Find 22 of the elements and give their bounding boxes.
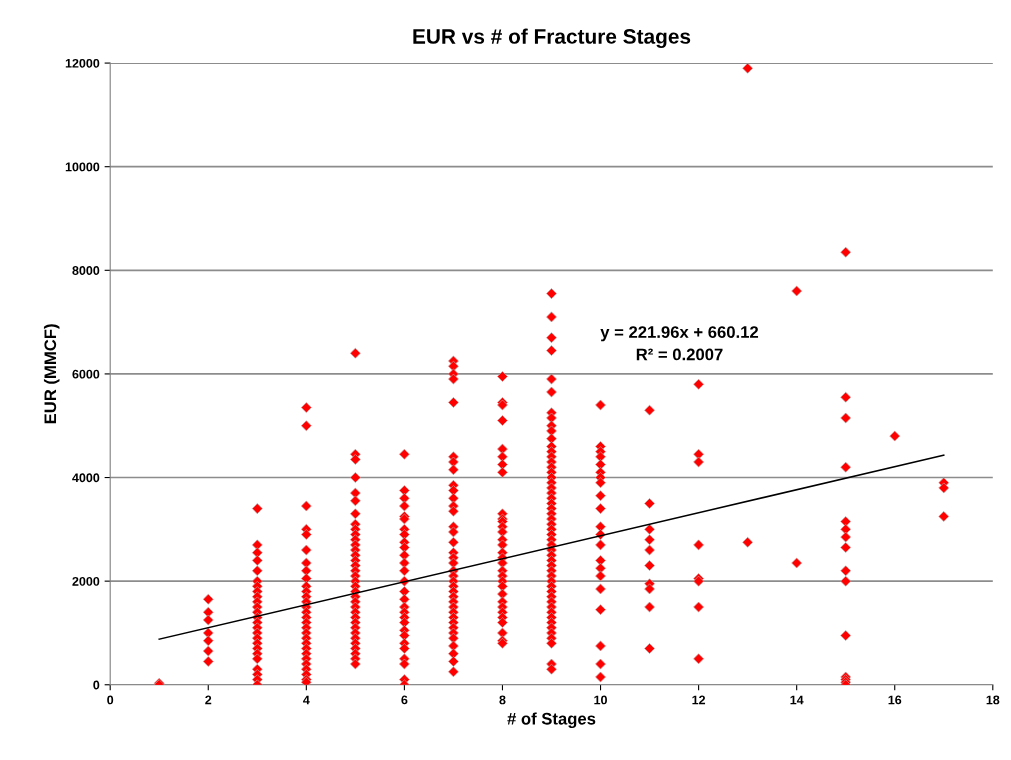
x-tick-label: 6 [401,695,408,705]
annotation: R² = 0.2007 [636,348,723,361]
y-tick-label: 2000 [72,576,100,586]
x-tick-label: 10 [594,695,607,705]
x-tick-label: 0 [107,695,114,705]
y-tick-label: 4000 [72,473,100,483]
x-axis-title: # of Stages [507,712,596,728]
chart-title: EUR vs # of Fracture Stages [413,28,691,49]
x-tick-label: 2 [205,695,212,705]
x-tick-label: 18 [986,695,1000,705]
annotation: y = 221.96x + 660.12 [600,326,759,342]
x-tick-label: 14 [790,695,804,705]
y-tick-label: 10000 [65,162,100,172]
y-tick-label: 0 [93,680,100,690]
y-tick-label: 6000 [72,369,100,379]
y-tick-label: 8000 [72,266,100,275]
x-tick-label: 8 [499,695,506,705]
x-tick-label: 16 [888,695,902,705]
y-axis-title: EUR (MMCF) [43,324,60,424]
x-tick-label: 12 [692,695,706,705]
y-tick-label: 12000 [65,58,100,68]
x-tick-label: 4 [303,695,310,705]
